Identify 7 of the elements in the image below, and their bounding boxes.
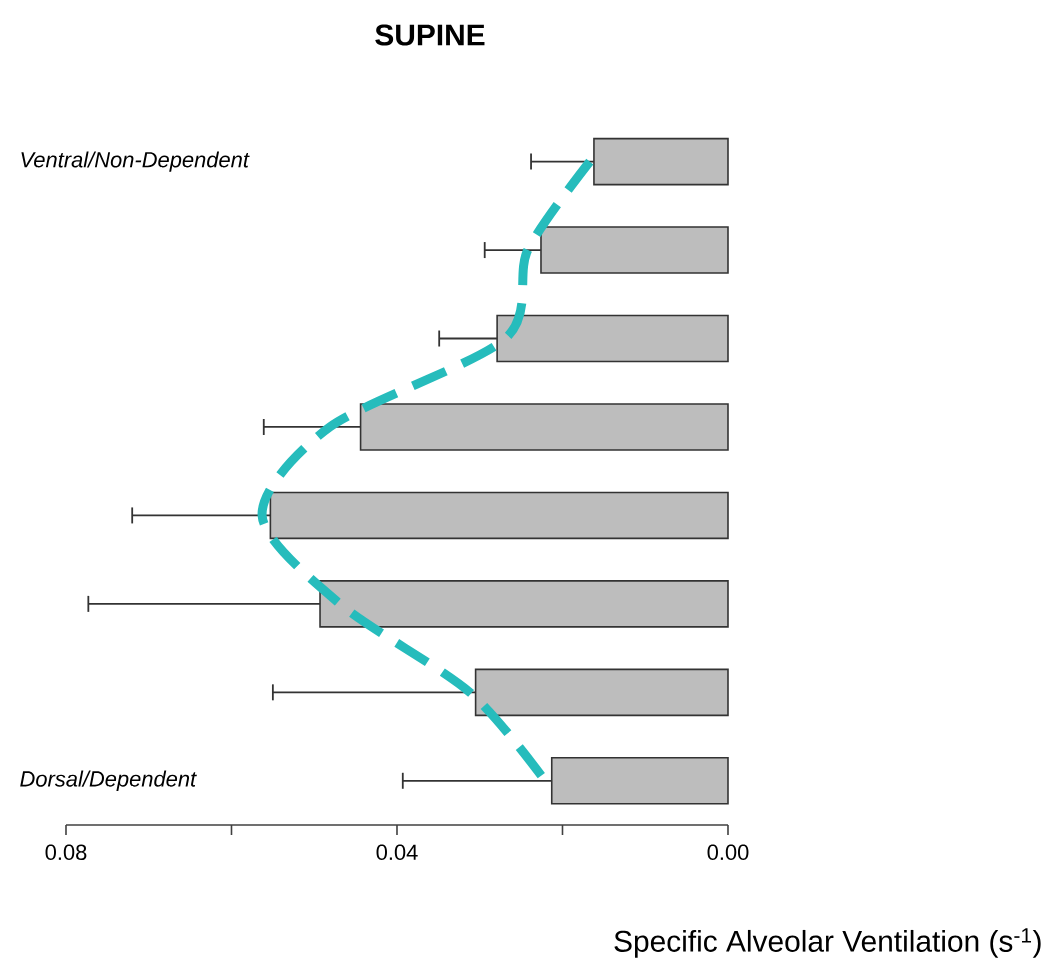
chart-title: SUPINE xyxy=(375,24,485,46)
y-tick-label: Ventral/Non-Dependent xyxy=(21,151,250,172)
x-axis-title: Specific Alveolar Ventilation (s$^{-1}$) xyxy=(614,928,1041,958)
x-tick-label: 0.04 xyxy=(376,844,418,861)
x-tick-label: 0.00 xyxy=(707,844,749,861)
y-tick-label: Dorsal/Dependent xyxy=(20,770,197,791)
x-tick-label: 0.08 xyxy=(45,844,87,861)
